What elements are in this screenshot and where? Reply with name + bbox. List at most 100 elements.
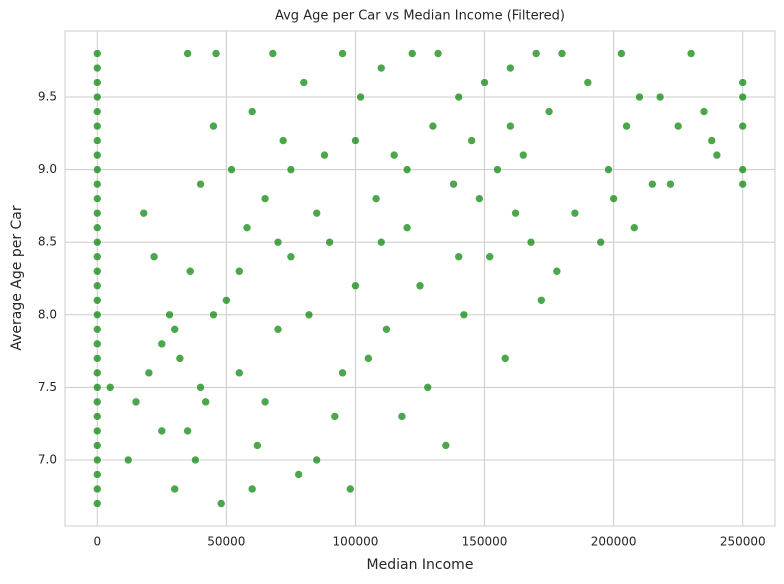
point	[286, 165, 296, 174]
point	[92, 136, 102, 145]
x-tick-label: 150000	[462, 535, 508, 549]
point	[441, 441, 451, 450]
point	[415, 281, 425, 291]
point	[609, 194, 618, 203]
point	[92, 295, 102, 305]
point	[175, 354, 185, 363]
point	[712, 150, 722, 160]
x-tick-label: 200000	[591, 535, 637, 549]
point	[583, 78, 593, 87]
point	[570, 208, 580, 218]
point	[268, 49, 278, 58]
point	[325, 237, 334, 247]
point	[475, 194, 484, 203]
point	[92, 237, 102, 247]
point	[92, 484, 102, 494]
point	[191, 455, 200, 465]
point	[273, 325, 283, 334]
point	[92, 121, 102, 131]
point	[312, 208, 322, 218]
point	[157, 426, 167, 436]
point	[234, 266, 244, 276]
point	[92, 426, 102, 436]
point	[738, 165, 748, 174]
point	[278, 136, 288, 145]
y-tick-label: 9.5	[38, 90, 57, 104]
point	[92, 368, 102, 378]
point	[92, 78, 102, 87]
point	[376, 237, 386, 247]
point	[449, 179, 458, 189]
point	[356, 92, 365, 102]
point	[196, 179, 205, 189]
point	[196, 383, 205, 392]
point	[480, 78, 489, 87]
point	[376, 63, 386, 73]
point	[500, 354, 510, 363]
point	[485, 252, 495, 262]
point	[506, 121, 515, 131]
point	[216, 499, 226, 508]
point	[209, 121, 218, 131]
point	[299, 78, 309, 87]
point	[234, 368, 244, 378]
point	[351, 136, 360, 145]
point	[211, 49, 221, 58]
y-tick-label: 7.5	[38, 380, 57, 394]
point	[92, 397, 102, 407]
point	[673, 121, 683, 131]
y-tick-label: 8.5	[38, 235, 57, 249]
point	[273, 237, 283, 247]
x-tick-label: 0	[93, 535, 101, 549]
point	[92, 194, 102, 203]
point	[382, 325, 391, 334]
point	[139, 208, 149, 218]
point	[707, 136, 717, 145]
point	[604, 165, 613, 174]
point	[92, 412, 102, 421]
point	[165, 310, 174, 320]
point	[92, 455, 102, 465]
x-tick-label: 250000	[720, 535, 766, 549]
point	[423, 383, 433, 392]
point	[92, 92, 102, 102]
point	[201, 397, 211, 407]
point	[407, 49, 417, 58]
point	[459, 310, 469, 320]
point	[92, 310, 102, 320]
point	[247, 107, 257, 116]
point	[635, 92, 644, 102]
point	[304, 310, 314, 320]
point	[345, 484, 355, 494]
point	[92, 281, 102, 291]
point	[157, 339, 167, 349]
chart-title: Avg Age per Car vs Median Income (Filter…	[275, 9, 565, 24]
point	[518, 150, 528, 160]
point	[526, 237, 536, 247]
point	[92, 49, 102, 58]
y-tick-label: 9.0	[38, 162, 57, 176]
x-tick-label: 100000	[333, 535, 379, 549]
point	[338, 368, 347, 378]
point	[330, 412, 340, 421]
point	[185, 266, 195, 276]
point	[260, 194, 270, 203]
y-tick-label: 8.0	[38, 307, 57, 321]
point	[92, 470, 102, 479]
point	[209, 310, 218, 320]
point	[92, 354, 102, 363]
point	[351, 281, 360, 291]
point	[655, 92, 665, 102]
point	[92, 223, 102, 232]
point	[92, 252, 102, 262]
point	[92, 339, 102, 349]
x-tick-label: 50000	[207, 535, 245, 549]
point	[364, 354, 373, 363]
point	[433, 49, 443, 58]
point	[320, 150, 329, 160]
point	[738, 121, 748, 131]
y-tick-label: 7.0	[38, 452, 57, 466]
y-axis-label: Average Age per Car	[9, 205, 25, 351]
